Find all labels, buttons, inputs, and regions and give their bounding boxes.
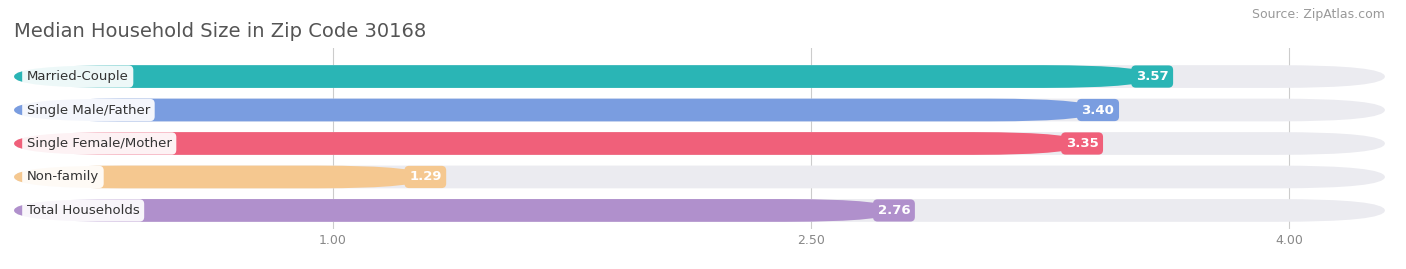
Text: Total Households: Total Households	[27, 204, 139, 217]
Text: Source: ZipAtlas.com: Source: ZipAtlas.com	[1251, 8, 1385, 21]
Text: 1.29: 1.29	[409, 171, 441, 183]
Text: 3.40: 3.40	[1081, 104, 1115, 116]
Text: Married-Couple: Married-Couple	[27, 70, 129, 83]
FancyBboxPatch shape	[14, 65, 1152, 88]
FancyBboxPatch shape	[14, 199, 894, 222]
FancyBboxPatch shape	[14, 65, 1385, 88]
FancyBboxPatch shape	[14, 132, 1385, 155]
Text: Non-family: Non-family	[27, 171, 98, 183]
Text: 2.76: 2.76	[877, 204, 910, 217]
Text: 3.57: 3.57	[1136, 70, 1168, 83]
FancyBboxPatch shape	[14, 99, 1098, 121]
FancyBboxPatch shape	[14, 199, 1385, 222]
FancyBboxPatch shape	[14, 166, 1385, 188]
Text: 3.35: 3.35	[1066, 137, 1098, 150]
FancyBboxPatch shape	[14, 132, 1083, 155]
FancyBboxPatch shape	[14, 99, 1385, 121]
Text: Median Household Size in Zip Code 30168: Median Household Size in Zip Code 30168	[14, 22, 426, 41]
Text: Single Female/Mother: Single Female/Mother	[27, 137, 172, 150]
Text: Single Male/Father: Single Male/Father	[27, 104, 150, 116]
FancyBboxPatch shape	[14, 166, 426, 188]
